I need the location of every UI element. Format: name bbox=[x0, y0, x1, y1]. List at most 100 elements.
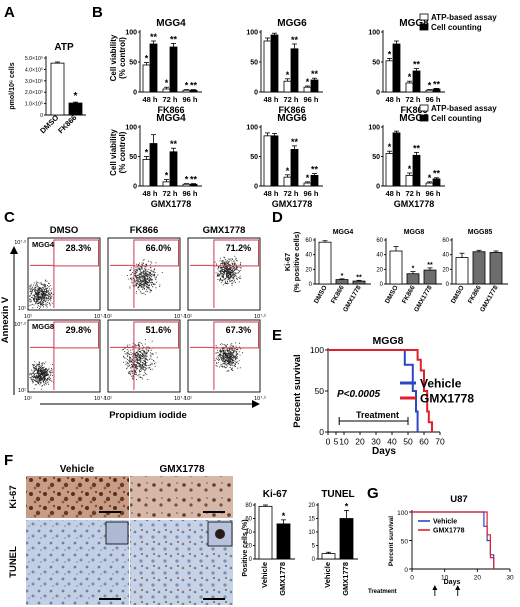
chart-f-bar bbox=[276, 523, 291, 560]
chart-e-annotation: P<0.0005 bbox=[337, 389, 381, 400]
chart-b-xtick-label: 96 h bbox=[425, 95, 440, 104]
chart-g-ylabel: Percent survival bbox=[388, 516, 395, 566]
chart-b-xtick-label: 96 h bbox=[182, 189, 197, 198]
chart-b-xtick-label: 72 h bbox=[283, 189, 298, 198]
chart-f-ylabel-line: Positive cells (%) bbox=[242, 519, 249, 576]
chart-c-xtick-high: 10⁷·² bbox=[254, 395, 266, 402]
chart-c-xtick-low: 10¹ bbox=[184, 396, 192, 402]
chart-b-xtick-label: 48 h bbox=[385, 189, 400, 198]
chart-b-sig-atp: * bbox=[408, 72, 412, 82]
chart-e-xtick-label: 50 bbox=[403, 437, 413, 447]
chart-a-ytick-label: 2.0×10⁵ bbox=[25, 90, 43, 96]
chart-f-inset-nucleus bbox=[215, 529, 225, 539]
chart-b-sig-atp: * bbox=[306, 173, 310, 183]
chart-b-bar-atp bbox=[142, 159, 151, 187]
chart-b-legend-atp: ATP-based assay bbox=[431, 13, 497, 22]
chart-b-ytick-label: 50 bbox=[372, 60, 380, 67]
chart-d-ytick-label: 60 bbox=[376, 238, 383, 244]
chart-b-ytick-label: 0 bbox=[133, 184, 137, 191]
chart-b-sig-count: ** bbox=[311, 165, 319, 175]
chart-b-sig-count: ** bbox=[190, 175, 198, 185]
chart-b-bar-count bbox=[412, 154, 421, 187]
chart-b-sig-count: ** bbox=[170, 34, 178, 44]
chart-b-xtick-label: 72 h bbox=[405, 95, 420, 104]
panel-label-c: C bbox=[4, 209, 15, 226]
chart-b-drug-label: FK866 bbox=[157, 105, 184, 115]
chart-b-bar-atp bbox=[385, 60, 394, 93]
chart-c-percent: 71.2% bbox=[226, 243, 252, 253]
chart-d-bar bbox=[455, 257, 469, 285]
chart-c-xtick-low: 10¹ bbox=[24, 396, 32, 402]
chart-b-bar-count bbox=[432, 88, 441, 93]
chart-c-yarrow-head bbox=[10, 246, 18, 254]
chart-c-xtick-low: 10¹ bbox=[184, 314, 192, 320]
chart-f-image-row-label: TUNEL bbox=[8, 546, 19, 578]
chart-b-bar-atp bbox=[142, 64, 151, 93]
chart-b-ytick-label: 100 bbox=[246, 30, 258, 37]
chart-d-ylabel-line: (% positive cells) bbox=[292, 231, 301, 292]
chart-c-xtick-low: 10¹ bbox=[24, 314, 32, 320]
chart-e-series-line bbox=[328, 349, 419, 432]
chart-b-subtitle: MGG4 bbox=[156, 18, 186, 29]
chart-d-bar bbox=[352, 280, 366, 285]
chart-b-subtitle: MGG8 bbox=[399, 18, 429, 29]
chart-d-xtick-label: DMSO bbox=[450, 285, 466, 305]
chart-a-sig: * bbox=[74, 91, 78, 102]
panel-label-a: A bbox=[4, 4, 15, 21]
chart-f-inset bbox=[105, 521, 129, 545]
chart-b-xtick-label: 48 h bbox=[263, 189, 278, 198]
chart-c-percent: 28.3% bbox=[66, 243, 92, 253]
chart-d-subtitle: MGG4 bbox=[333, 229, 354, 236]
chart-g-treatment-label: Treatment bbox=[368, 589, 397, 595]
chart-g-xtick-label: 10 bbox=[441, 575, 449, 582]
chart-e-xlabel: Days bbox=[372, 446, 396, 457]
chart-c-plot-frame bbox=[187, 237, 261, 311]
chart-d-sig: * bbox=[341, 273, 344, 280]
chart-c-ytick-low: 10¹ bbox=[18, 388, 26, 394]
chart-e-xtick-label: 40 bbox=[387, 437, 397, 447]
chart-b-subtitle: MGG6 bbox=[277, 113, 307, 124]
chart-d-ytick-label: 40 bbox=[305, 253, 312, 259]
chart-g-xlabel: Days bbox=[444, 579, 461, 586]
chart-b-bar-atp bbox=[263, 135, 272, 187]
chart-d-bar bbox=[406, 273, 420, 285]
chart-f-histology: Vehicle GMX1778 Ki-67 TUNEL Positive cells (… bbox=[8, 464, 358, 605]
chart-d-ytick-label: 60 bbox=[305, 238, 312, 244]
chart-b-sig-count: ** bbox=[413, 60, 421, 70]
chart-b-xtick-label: 96 h bbox=[303, 95, 318, 104]
chart-d-ytick-label: 20 bbox=[305, 267, 312, 273]
chart-b-xtick-label: 48 h bbox=[263, 95, 278, 104]
chart-g-legend-label: GMX1778 bbox=[433, 528, 465, 535]
chart-g-ytick-label: 100 bbox=[397, 510, 408, 517]
chart-a-bar bbox=[50, 62, 65, 116]
chart-e-legend-label: Vehicle bbox=[420, 377, 462, 391]
chart-f-ytick-label: 10 bbox=[308, 530, 315, 536]
chart-b-ylabel: Cell viability(% control) bbox=[109, 34, 127, 81]
chart-f-ylabel: Positive cells (%) bbox=[242, 519, 249, 576]
panel-label-e: E bbox=[272, 327, 282, 344]
chart-b-legend-count: Cell counting bbox=[431, 114, 482, 123]
chart-b-sig-atp: * bbox=[428, 173, 432, 183]
chart-d-ytick-label: 0 bbox=[380, 282, 384, 288]
chart-a-title: ATP bbox=[54, 42, 74, 53]
chart-d-bar bbox=[489, 252, 503, 285]
chart-b-sig-atp: * bbox=[306, 77, 310, 87]
panel-label-f: F bbox=[4, 452, 13, 469]
chart-b-drug-label: FK866 bbox=[400, 105, 427, 115]
chart-f-ytick-label: 5 bbox=[312, 544, 316, 550]
chart-d-bar bbox=[335, 279, 349, 285]
chart-e-ylabel-line: Percent survival bbox=[292, 354, 303, 427]
chart-e-ytick-label: 100 bbox=[310, 345, 324, 355]
chart-b-xtick-label: 72 h bbox=[283, 95, 298, 104]
chart-f-image-row-label-line: TUNEL bbox=[8, 546, 19, 578]
chart-e-xtick-label: 0 bbox=[326, 437, 331, 447]
chart-b-bar-atp bbox=[405, 174, 414, 187]
chart-c-events bbox=[121, 339, 158, 380]
chart-b-ytick-label: 50 bbox=[250, 154, 258, 161]
chart-b-xtick-label: 72 h bbox=[405, 189, 420, 198]
chart-c-ytick-high: 10⁷·² bbox=[14, 239, 26, 246]
chart-c-events bbox=[29, 361, 54, 390]
chart-b-ytick-label: 100 bbox=[368, 125, 380, 132]
chart-e-legend-label: GMX1778 bbox=[420, 392, 474, 406]
